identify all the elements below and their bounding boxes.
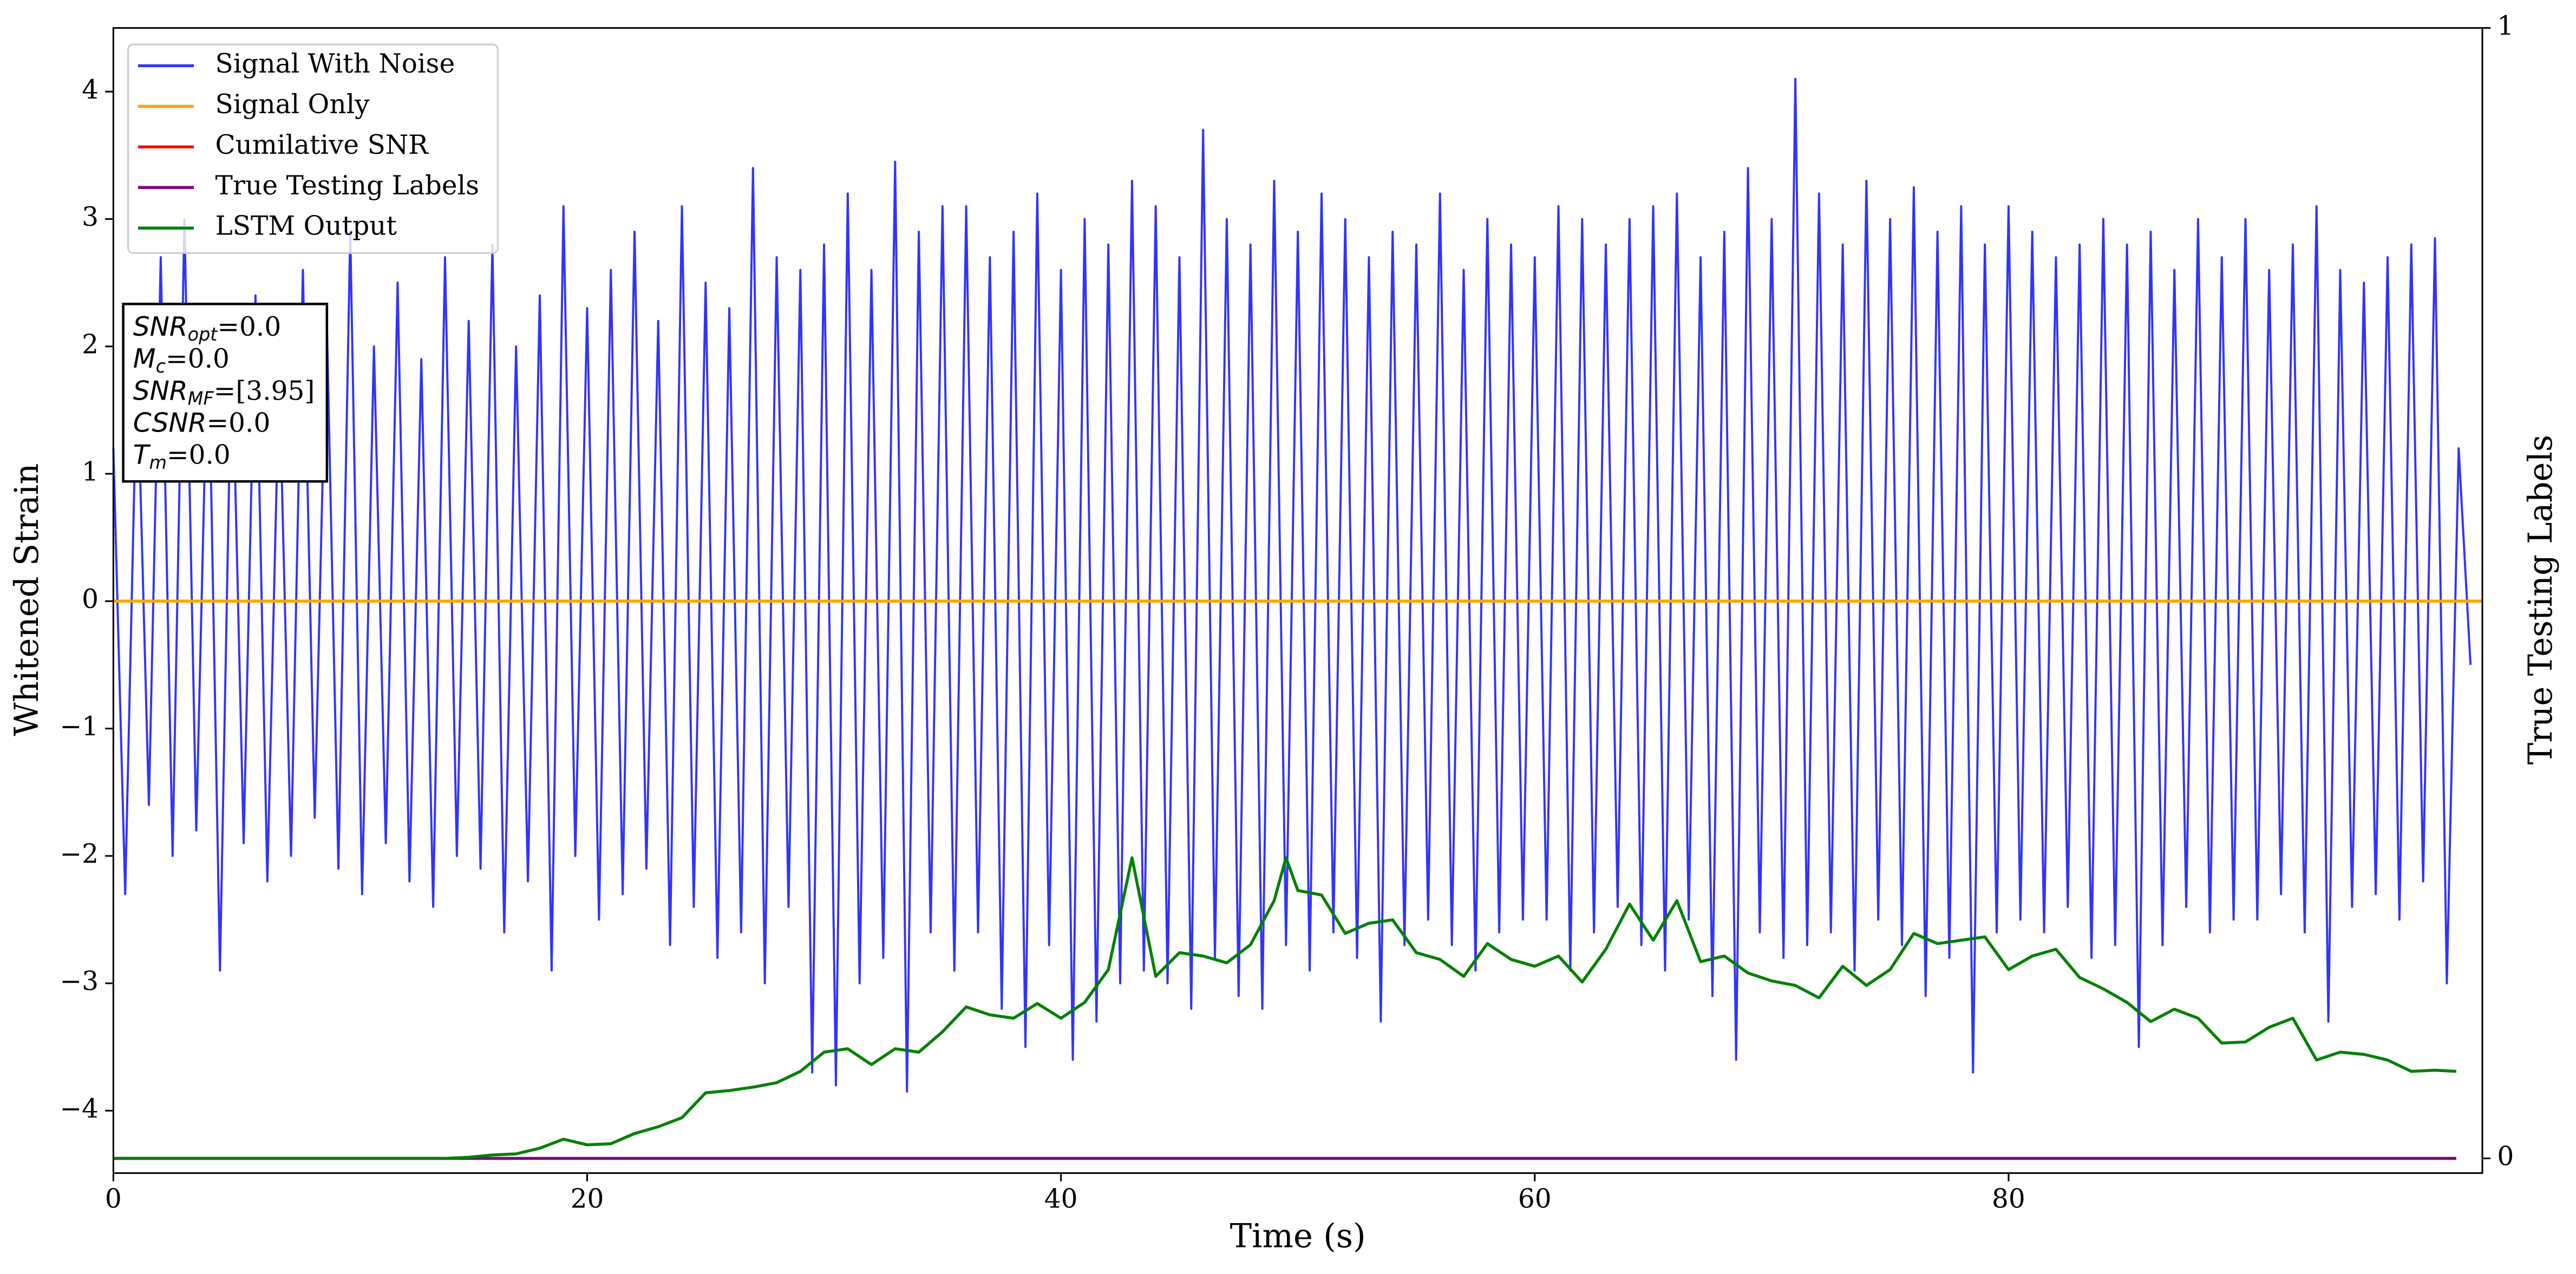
annotation-symbol: T <box>133 440 151 471</box>
annotation-value: =[3.95] <box>214 376 315 406</box>
legend-label: Signal Only <box>215 89 370 120</box>
annotation-value: =0.0 <box>217 311 281 342</box>
x-tick-label: 60 <box>1518 1184 1552 1214</box>
legend: Signal With Noise Signal Only Cumilative S… <box>127 43 499 254</box>
x-tick-label: 80 <box>1992 1184 2025 1214</box>
annotation-line: SNRMF=[3.95] <box>133 376 315 409</box>
y2-tick-label: 0 <box>2497 1141 2514 1172</box>
y2-axis-label: True Testing Labels <box>2522 435 2560 765</box>
x-axis-label: Time (s) <box>1230 1218 1366 1256</box>
y-tick-label: 0 <box>82 584 99 615</box>
annotation-line: Mc=0.0 <box>133 344 230 377</box>
y-tick-label: 1 <box>82 457 99 487</box>
annotation-symbol: M <box>133 344 156 374</box>
annotation-value: =0.0 <box>166 344 230 374</box>
y-tick-label: −4 <box>60 1094 99 1124</box>
legend-label: Cumilative SNR <box>215 130 429 160</box>
plot-area <box>112 77 2483 1160</box>
annotation-symbol: CSNR <box>133 408 207 438</box>
y-tick-label: 3 <box>82 202 99 232</box>
annotation-value: =0.0 <box>206 408 270 438</box>
legend-label: Signal With Noise <box>215 49 455 79</box>
y-axis-label: Whitened Strain <box>8 463 46 736</box>
y-tick-label: 2 <box>82 329 99 360</box>
x-tick-label: 40 <box>1044 1184 1078 1214</box>
legend-label: True Testing Labels <box>215 171 480 201</box>
series-line <box>112 77 2472 1093</box>
annotation-symbol: SNR <box>133 312 188 342</box>
y2-tick-label: 1 <box>2497 11 2514 41</box>
annotation-subscript: m <box>149 452 167 473</box>
annotation-subscript: opt <box>188 324 219 345</box>
y-tick-label: 4 <box>82 75 99 105</box>
series-line <box>113 856 2457 1160</box>
y-tick-label: −1 <box>60 711 99 742</box>
legend-label: LSTM Output <box>215 211 397 241</box>
y-tick-label: −2 <box>60 839 99 869</box>
annotation-line: SNRopt=0.0 <box>133 311 281 344</box>
annotation-symbol: SNR <box>133 376 188 406</box>
legend-frame <box>127 43 499 254</box>
annotation-frame <box>122 303 329 483</box>
annotation-box: SNRopt=0.0Mc=0.0SNRMF=[3.95]CSNR=0.0Tm=0… <box>122 303 329 483</box>
x-tick-label: 0 <box>105 1184 122 1214</box>
annotation-line: Tm=0.0 <box>133 440 231 473</box>
annotation-subscript: c <box>156 356 166 377</box>
annotation-subscript: MF <box>188 388 214 409</box>
annotation-value: =0.0 <box>167 440 231 470</box>
annotation-line: CSNR=0.0 <box>133 408 271 439</box>
x-tick-label: 20 <box>571 1184 604 1214</box>
y-tick-label: −3 <box>60 966 99 997</box>
